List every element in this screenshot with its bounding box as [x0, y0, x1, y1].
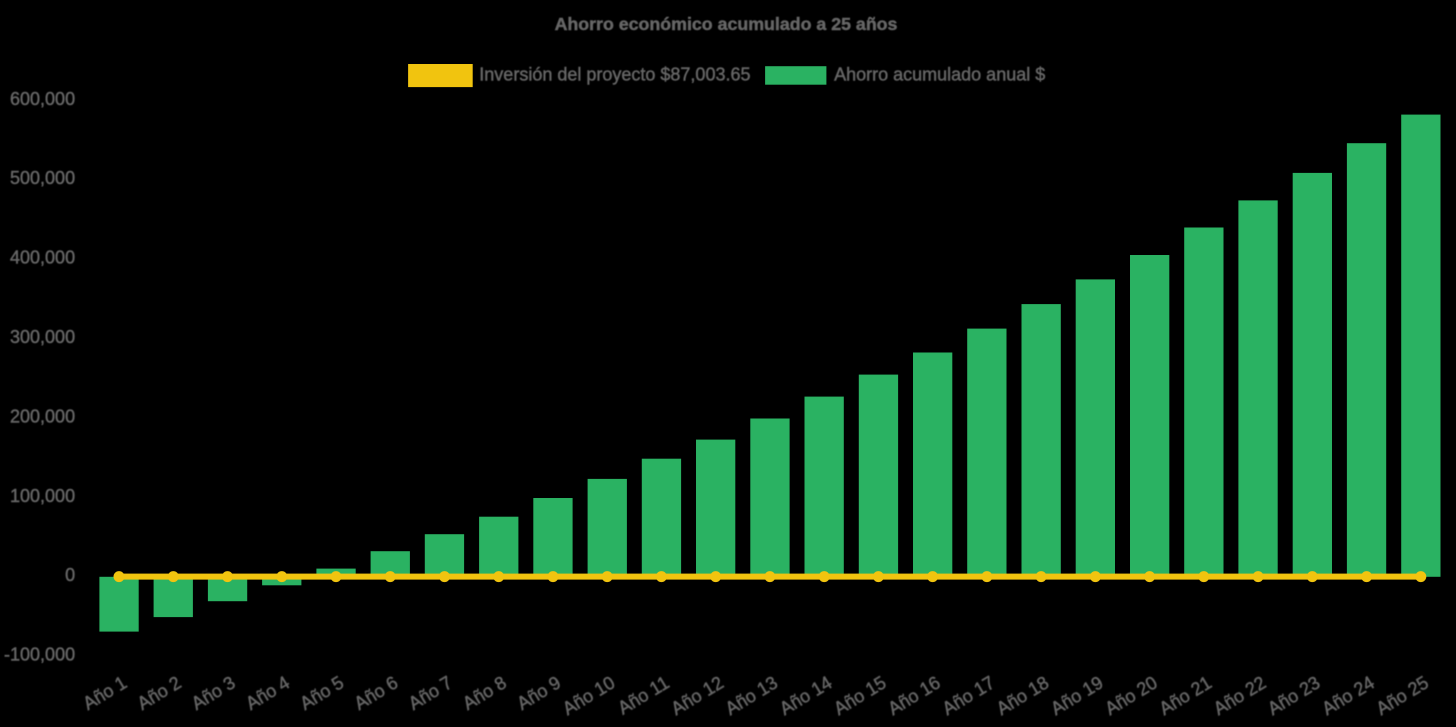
svg-text:500,000: 500,000: [10, 168, 75, 188]
svg-text:400,000: 400,000: [10, 248, 75, 268]
svg-text:Inversión del proyecto $87,003: Inversión del proyecto $87,003.65: [479, 64, 750, 84]
svg-text:0: 0: [65, 565, 75, 585]
svg-text:Ahorro económico acumulado a 2: Ahorro económico acumulado a 25 años: [555, 14, 898, 34]
svg-text:600,000: 600,000: [10, 89, 75, 109]
svg-text:300,000: 300,000: [10, 327, 75, 347]
svg-text:200,000: 200,000: [10, 406, 75, 426]
svg-text:-100,000: -100,000: [4, 645, 75, 665]
svg-text:Ahorro acumulado anual $: Ahorro acumulado anual $: [834, 64, 1045, 84]
svg-text:100,000: 100,000: [10, 486, 75, 506]
